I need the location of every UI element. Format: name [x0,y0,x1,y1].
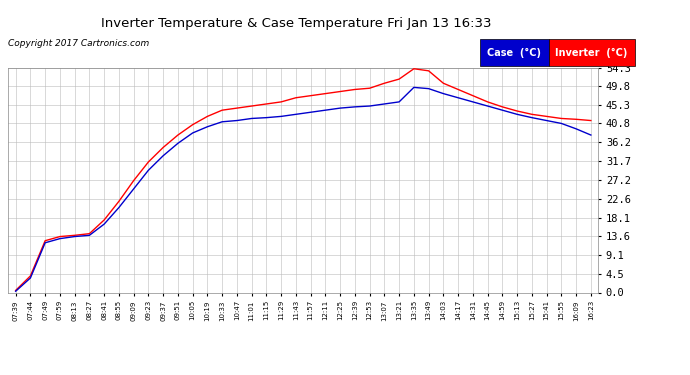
Text: Case  (°C): Case (°C) [487,48,541,57]
Text: Inverter  (°C): Inverter (°C) [555,48,628,57]
Text: Inverter Temperature & Case Temperature Fri Jan 13 16:33: Inverter Temperature & Case Temperature … [101,17,492,30]
Text: Copyright 2017 Cartronics.com: Copyright 2017 Cartronics.com [8,39,150,48]
